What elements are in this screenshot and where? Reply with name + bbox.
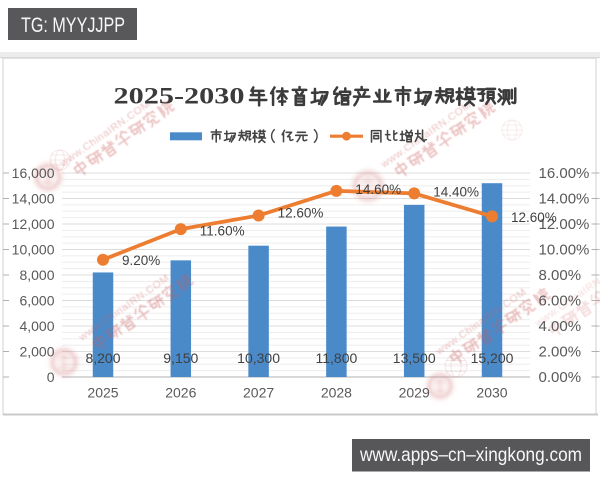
svg-text:8,000: 8,000 (19, 267, 54, 283)
svg-text:14.40%: 14.40% (433, 184, 479, 199)
svg-text:14,000: 14,000 (12, 190, 55, 206)
svg-text:6.00%: 6.00% (539, 293, 582, 310)
svg-text:9.20%: 9.20% (122, 253, 160, 268)
svg-text:13,500: 13,500 (393, 350, 436, 366)
svg-text:12,000: 12,000 (12, 216, 55, 232)
svg-text:0: 0 (47, 369, 55, 385)
svg-text:14.00%: 14.00% (539, 191, 590, 208)
svg-text:8,200: 8,200 (85, 350, 120, 366)
svg-text:2,000: 2,000 (19, 343, 54, 359)
svg-text:8.00%: 8.00% (539, 267, 582, 284)
svg-text:2025-2030: 2025-2030 (114, 84, 245, 109)
svg-text:10,000: 10,000 (12, 241, 55, 257)
svg-text:15,200: 15,200 (471, 350, 514, 366)
svg-text:0.00%: 0.00% (539, 369, 582, 386)
svg-text:4,000: 4,000 (19, 318, 54, 334)
svg-text:2.00%: 2.00% (539, 344, 582, 361)
svg-text:2029: 2029 (399, 385, 430, 401)
svg-text:11.60%: 11.60% (200, 223, 245, 238)
svg-text:TG: MYYJJPP: TG: MYYJJPP (21, 14, 125, 37)
svg-text:16.00%: 16.00% (539, 165, 590, 182)
svg-text:14.60%: 14.60% (355, 182, 401, 197)
svg-text:2028: 2028 (321, 385, 352, 401)
svg-text:2030: 2030 (476, 385, 507, 401)
svg-text:9,150: 9,150 (163, 350, 198, 366)
svg-text:6,000: 6,000 (19, 292, 54, 308)
svg-text:12.60%: 12.60% (278, 205, 324, 220)
svg-text:2025: 2025 (87, 385, 118, 401)
svg-text:4.00%: 4.00% (539, 318, 582, 335)
svg-text:11,800: 11,800 (316, 350, 358, 366)
svg-text:2026: 2026 (165, 385, 196, 401)
svg-text:10,300: 10,300 (237, 350, 280, 366)
svg-text:www.apps–cn–xingkong.com: www.apps–cn–xingkong.com (359, 444, 582, 466)
svg-text:12.60%: 12.60% (511, 210, 557, 225)
svg-text:16,000: 16,000 (12, 165, 55, 181)
svg-text:2027: 2027 (243, 385, 274, 401)
svg-text:12.00%: 12.00% (539, 216, 590, 233)
svg-text:10.00%: 10.00% (539, 242, 590, 259)
